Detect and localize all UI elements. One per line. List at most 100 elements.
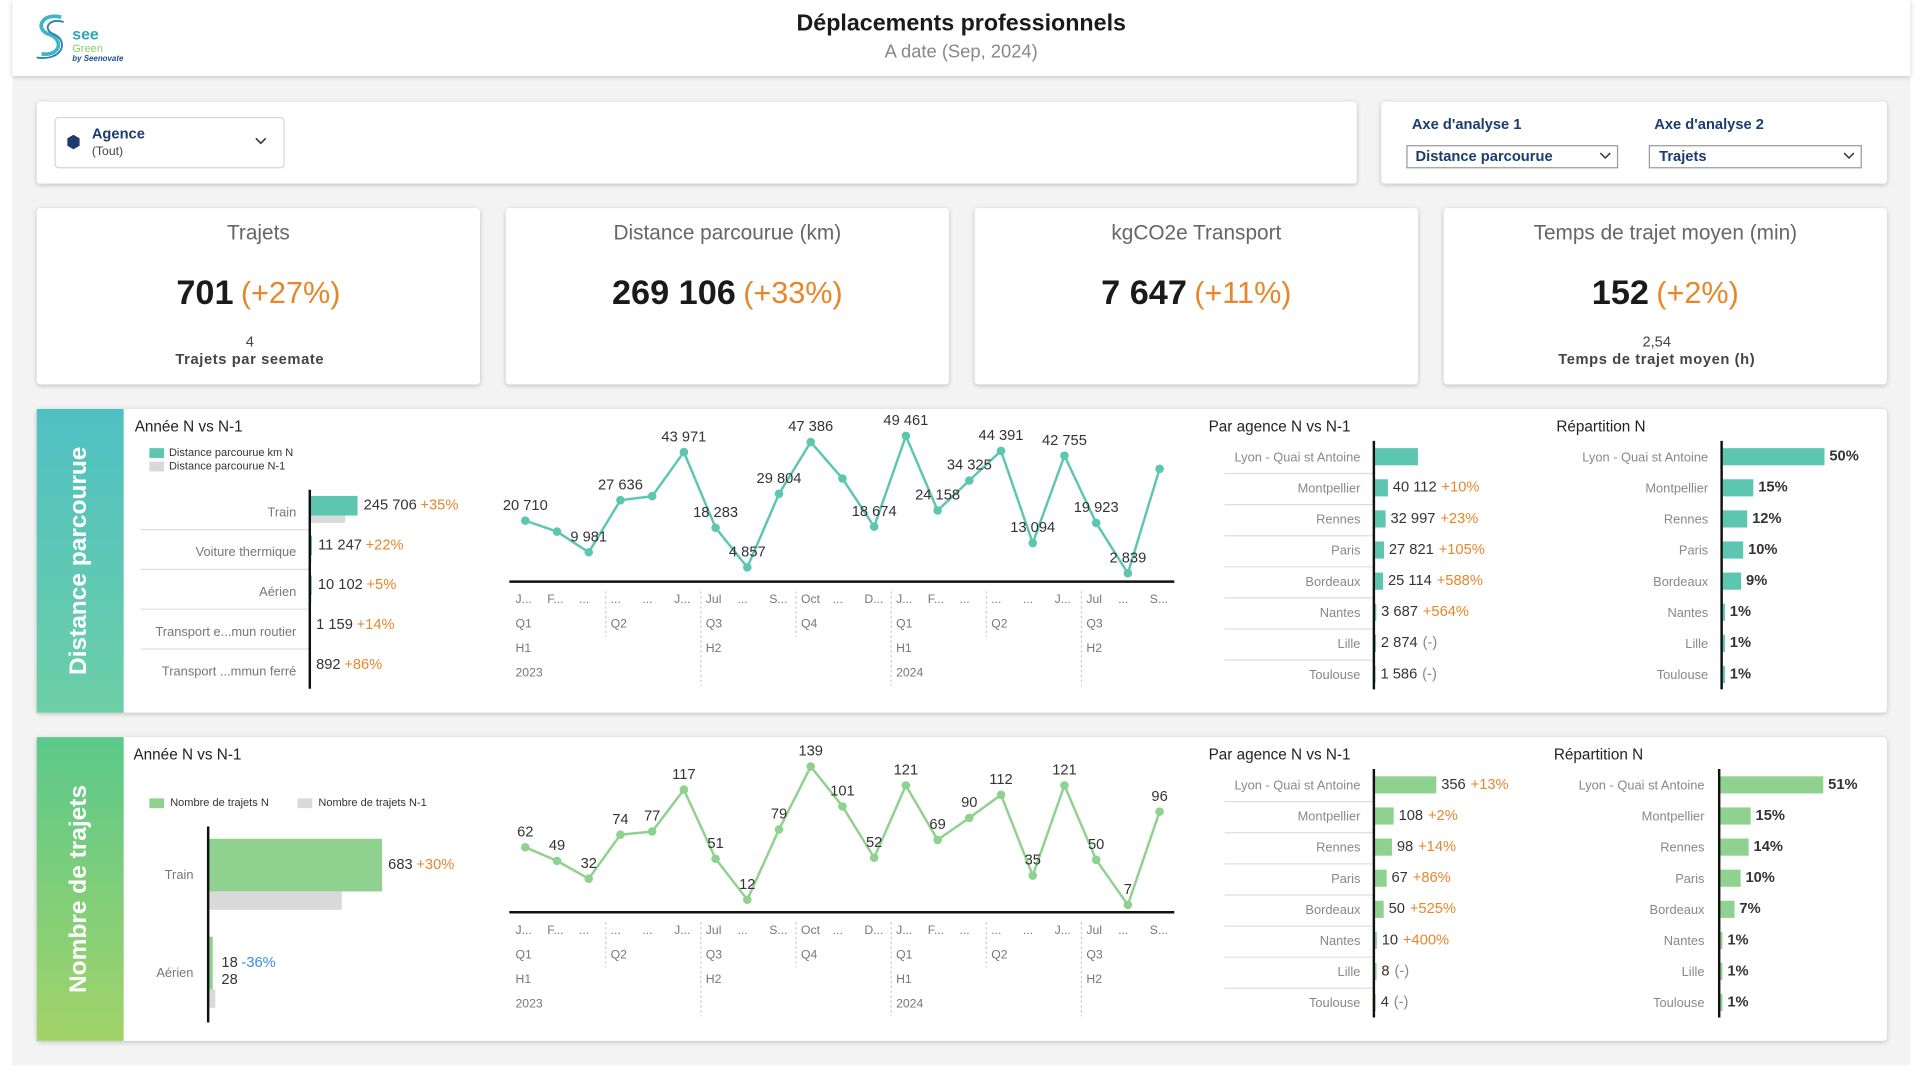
section-title: Distance parcourue: [65, 447, 92, 675]
month-label: ...: [960, 592, 970, 606]
value-label-previous: 28: [221, 972, 237, 988]
bar: [1375, 634, 1377, 652]
month-label: Jul: [706, 592, 722, 606]
bar: [1722, 603, 1725, 621]
dropdown[interactable]: [1406, 145, 1619, 169]
change-label: +14%: [1418, 839, 1456, 855]
kpi-number: 269 106: [612, 274, 736, 312]
category-label: Paris: [1331, 871, 1360, 886]
bar: [1722, 541, 1744, 559]
chart-title: Répartition N: [1556, 418, 1645, 435]
half-label: H1: [516, 972, 532, 986]
point-label: 42 755: [1042, 433, 1087, 449]
month-label: S...: [1150, 923, 1168, 937]
half-label: H2: [706, 641, 722, 655]
category-label: Transport ...mmun ferré: [162, 664, 296, 679]
bar: [1375, 931, 1377, 949]
kpi-number: 7 647: [1101, 274, 1187, 312]
bar-previous: [309, 515, 346, 523]
legend-label: Nombre de trajets N: [170, 797, 269, 809]
month-label: ...: [833, 592, 843, 606]
quarter-label: Q1: [896, 947, 913, 961]
legend-label: Distance parcourue N-1: [169, 460, 285, 472]
kpi-title: Temps de trajet moyen (min): [1534, 221, 1798, 244]
month-label: J...: [896, 592, 912, 606]
year-label: 2023: [516, 666, 543, 680]
point-label: 77: [644, 809, 660, 825]
category-label: Toulouse: [1657, 667, 1708, 682]
point-label: 121: [1052, 763, 1077, 779]
year-label: 2023: [516, 996, 543, 1010]
month-label: F...: [928, 923, 944, 937]
half-label: H2: [706, 972, 722, 986]
legend-swatch: [149, 798, 165, 809]
value-label: 1%: [1727, 963, 1748, 979]
chart-title: Par agence N vs N-1: [1209, 747, 1351, 764]
category-label: Aérien: [259, 584, 296, 599]
month-label: J...: [896, 923, 912, 937]
bar: [1720, 900, 1735, 918]
point: [679, 785, 689, 794]
kpi-title: Distance parcourue (km): [613, 221, 841, 244]
month-label: Oct: [801, 923, 821, 937]
category-label: Lille: [1338, 964, 1361, 979]
bar: [1375, 900, 1384, 918]
axis-value: Trajets: [1659, 149, 1706, 165]
category-label: Lille: [1685, 636, 1708, 651]
category-label: Bordeaux: [1650, 902, 1706, 917]
kpi-sub-label: Temps de trajet moyen (h): [1558, 352, 1755, 368]
dropdown[interactable]: [54, 116, 285, 169]
axis-card: [1381, 101, 1887, 184]
month-label: D...: [864, 592, 883, 606]
kpi-value: 152 (+2%): [1592, 274, 1739, 312]
chart-title: Année N vs N-1: [135, 418, 243, 435]
month-label: Oct: [801, 592, 821, 606]
month-label: ...: [991, 592, 1001, 606]
point-label: 90: [961, 795, 977, 811]
value-label: 51%: [1828, 777, 1857, 793]
bar: [1375, 572, 1384, 590]
point: [711, 854, 720, 864]
quarter-label: Q2: [611, 947, 628, 961]
point: [965, 813, 974, 823]
category-label: Lille: [1682, 964, 1705, 979]
point: [552, 527, 562, 536]
month-label: ...: [611, 592, 621, 606]
point: [552, 856, 562, 866]
category-label: Nantes: [1667, 605, 1708, 620]
month-label: ...: [642, 923, 652, 937]
category-label: Train: [165, 867, 194, 882]
axis1-dropdown[interactable]: Distance parcourue: [1406, 145, 1619, 169]
bar: [1375, 603, 1377, 621]
dropdown[interactable]: [1648, 145, 1862, 169]
value-label: 356: [1441, 777, 1466, 793]
month-label: F...: [928, 592, 944, 606]
value-label: 8: [1381, 963, 1389, 979]
value-label: 18: [221, 955, 237, 971]
legend-swatch: [297, 798, 313, 809]
bar: [1720, 838, 1749, 856]
category-label: Rennes: [1664, 512, 1708, 527]
point-label: 32: [581, 856, 597, 872]
change-label: +22%: [366, 537, 404, 553]
category-label: Rennes: [1660, 840, 1704, 855]
point: [1028, 871, 1038, 880]
value-label: 10: [1382, 932, 1398, 948]
year-label: 2024: [896, 666, 923, 680]
point-label: 18 674: [852, 504, 897, 520]
half-label: H2: [1086, 972, 1102, 986]
point-label: 43 971: [661, 429, 706, 445]
point-label: 96: [1151, 789, 1167, 805]
change-label: +564%: [1423, 604, 1469, 620]
point-label: 35: [1025, 853, 1041, 869]
agency-filter[interactable]: Agence (Tout): [54, 116, 285, 169]
value-label: 3 687: [1381, 604, 1418, 620]
change-label: -36%: [241, 955, 275, 971]
legend-swatch: [149, 461, 165, 472]
month-label: ...: [579, 923, 589, 937]
axis2-dropdown[interactable]: Trajets: [1648, 145, 1862, 169]
point-label: 139: [798, 744, 823, 760]
logo-mark: [39, 14, 62, 56]
kpi-sub-value: 4: [246, 335, 254, 351]
chevron: [255, 137, 267, 145]
